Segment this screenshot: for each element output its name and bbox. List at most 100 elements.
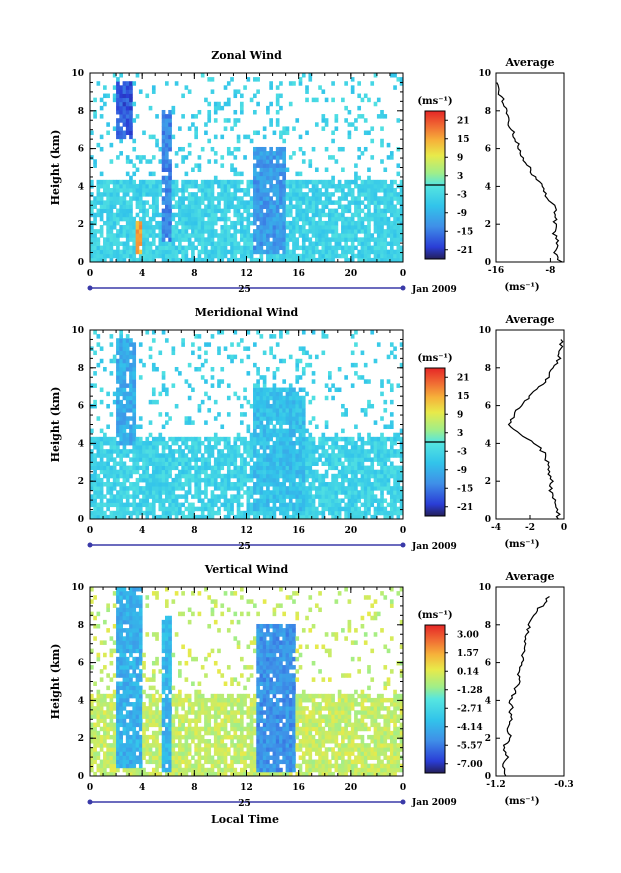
heatmap-cell bbox=[272, 477, 277, 483]
heatmap-cell bbox=[269, 245, 273, 251]
heatmap-cell bbox=[246, 498, 251, 503]
heatmap-cell bbox=[145, 330, 150, 335]
heatmap-cell bbox=[132, 346, 137, 351]
heatmap-cell bbox=[142, 200, 146, 205]
heatmap-cell bbox=[269, 457, 273, 462]
heatmap-cell bbox=[236, 486, 241, 491]
heatmap-cell bbox=[243, 395, 247, 401]
heatmap-cell bbox=[266, 403, 270, 409]
heatmap-cell bbox=[103, 449, 107, 454]
heatmap-cell bbox=[380, 486, 384, 491]
heatmap-cell bbox=[184, 440, 189, 446]
heatmap-cell bbox=[301, 408, 306, 413]
heatmap-cell bbox=[129, 109, 133, 115]
heatmap-cell bbox=[334, 453, 339, 458]
heatmap-cell bbox=[311, 440, 316, 446]
heatmap-cell bbox=[288, 432, 293, 438]
heatmap-cell bbox=[236, 183, 241, 189]
heatmap-cell bbox=[357, 196, 362, 201]
heatmap-cell bbox=[181, 453, 185, 458]
heatmap-cell bbox=[116, 706, 120, 711]
heatmap-cell bbox=[324, 212, 329, 218]
heatmap-cell bbox=[301, 212, 306, 218]
heatmap-cell bbox=[155, 245, 159, 251]
heatmap-cell bbox=[119, 714, 123, 719]
heatmap-cell bbox=[122, 253, 127, 259]
heatmap-cell bbox=[295, 440, 300, 446]
heatmap-cell bbox=[178, 445, 182, 450]
heatmap-cell bbox=[360, 408, 365, 413]
heatmap-cell bbox=[363, 465, 368, 471]
heatmap-cell bbox=[112, 73, 117, 78]
heatmap-cell bbox=[132, 432, 137, 438]
heatmap-cell bbox=[129, 245, 133, 251]
heatmap-cell bbox=[122, 114, 127, 119]
heatmap-cell bbox=[106, 233, 110, 238]
heatmap-cell bbox=[164, 192, 169, 197]
heatmap-cell bbox=[148, 354, 153, 360]
heatmap-cell bbox=[380, 114, 384, 119]
heatmap-cell bbox=[223, 237, 228, 242]
heatmap-cell bbox=[116, 387, 120, 393]
heatmap-cell bbox=[308, 362, 313, 368]
heatmap-cell bbox=[197, 220, 202, 226]
heatmap-cell bbox=[226, 354, 231, 360]
heatmap-cell bbox=[373, 101, 378, 107]
heatmap-cell bbox=[393, 192, 397, 197]
heatmap-cell bbox=[288, 399, 293, 405]
heatmap-cell bbox=[168, 498, 172, 503]
heatmap-cell bbox=[158, 469, 163, 475]
heatmap-cell bbox=[331, 457, 335, 462]
heatmap-cell bbox=[164, 183, 169, 189]
heatmap-cell bbox=[233, 486, 238, 491]
heatmap-cell bbox=[328, 387, 332, 393]
heatmap-cell bbox=[161, 216, 166, 222]
heatmap-cell bbox=[256, 379, 260, 384]
heatmap-cell bbox=[171, 192, 176, 197]
heatmap-cell bbox=[168, 416, 172, 421]
heatmap-cell bbox=[191, 350, 195, 356]
heatmap-cell bbox=[305, 249, 309, 255]
heatmap-cell bbox=[347, 494, 352, 499]
heatmap-cell bbox=[305, 449, 309, 454]
heatmap-cell bbox=[341, 465, 345, 471]
heatmap-cell bbox=[393, 212, 397, 218]
heatmap-cell bbox=[204, 469, 208, 475]
heatmap-cell bbox=[360, 192, 365, 197]
heatmap-cell bbox=[119, 730, 123, 736]
heatmap-cell bbox=[259, 457, 264, 462]
heatmap-cell bbox=[331, 237, 335, 242]
heatmap-cell bbox=[135, 188, 140, 193]
heatmap-cell bbox=[357, 506, 362, 512]
heatmap-cell bbox=[116, 502, 120, 508]
heatmap-cell bbox=[116, 763, 120, 769]
heatmap-cell bbox=[200, 229, 205, 234]
heatmap-cell bbox=[347, 465, 352, 471]
heatmap-cell bbox=[116, 734, 120, 740]
heatmap-cell bbox=[132, 249, 137, 255]
heatmap-cell bbox=[135, 233, 140, 238]
heatmap-cell bbox=[200, 208, 205, 214]
heatmap-cell bbox=[350, 350, 355, 356]
heatmap-cell bbox=[301, 233, 306, 238]
heatmap-cell bbox=[236, 249, 241, 255]
heatmap-cell bbox=[103, 249, 107, 255]
heatmap-cell bbox=[389, 486, 394, 491]
heatmap-cell bbox=[262, 216, 267, 222]
heatmap-cell bbox=[253, 245, 257, 251]
heatmap-cell bbox=[239, 473, 244, 479]
heatmap-cell bbox=[200, 241, 205, 246]
heatmap-cell bbox=[184, 257, 189, 263]
heatmap-cell bbox=[295, 220, 300, 226]
heatmap-cell bbox=[230, 445, 234, 450]
heatmap-cell bbox=[367, 502, 371, 508]
heatmap-cell bbox=[386, 204, 391, 209]
heatmap-cell bbox=[174, 473, 179, 479]
heatmap-cell bbox=[262, 155, 267, 160]
heatmap-cell bbox=[99, 693, 104, 699]
heatmap-cell bbox=[243, 155, 247, 160]
heatmap-cell bbox=[184, 490, 189, 495]
heatmap-cell bbox=[383, 208, 388, 214]
heatmap-cell bbox=[99, 726, 104, 732]
heatmap-cell bbox=[337, 498, 342, 503]
